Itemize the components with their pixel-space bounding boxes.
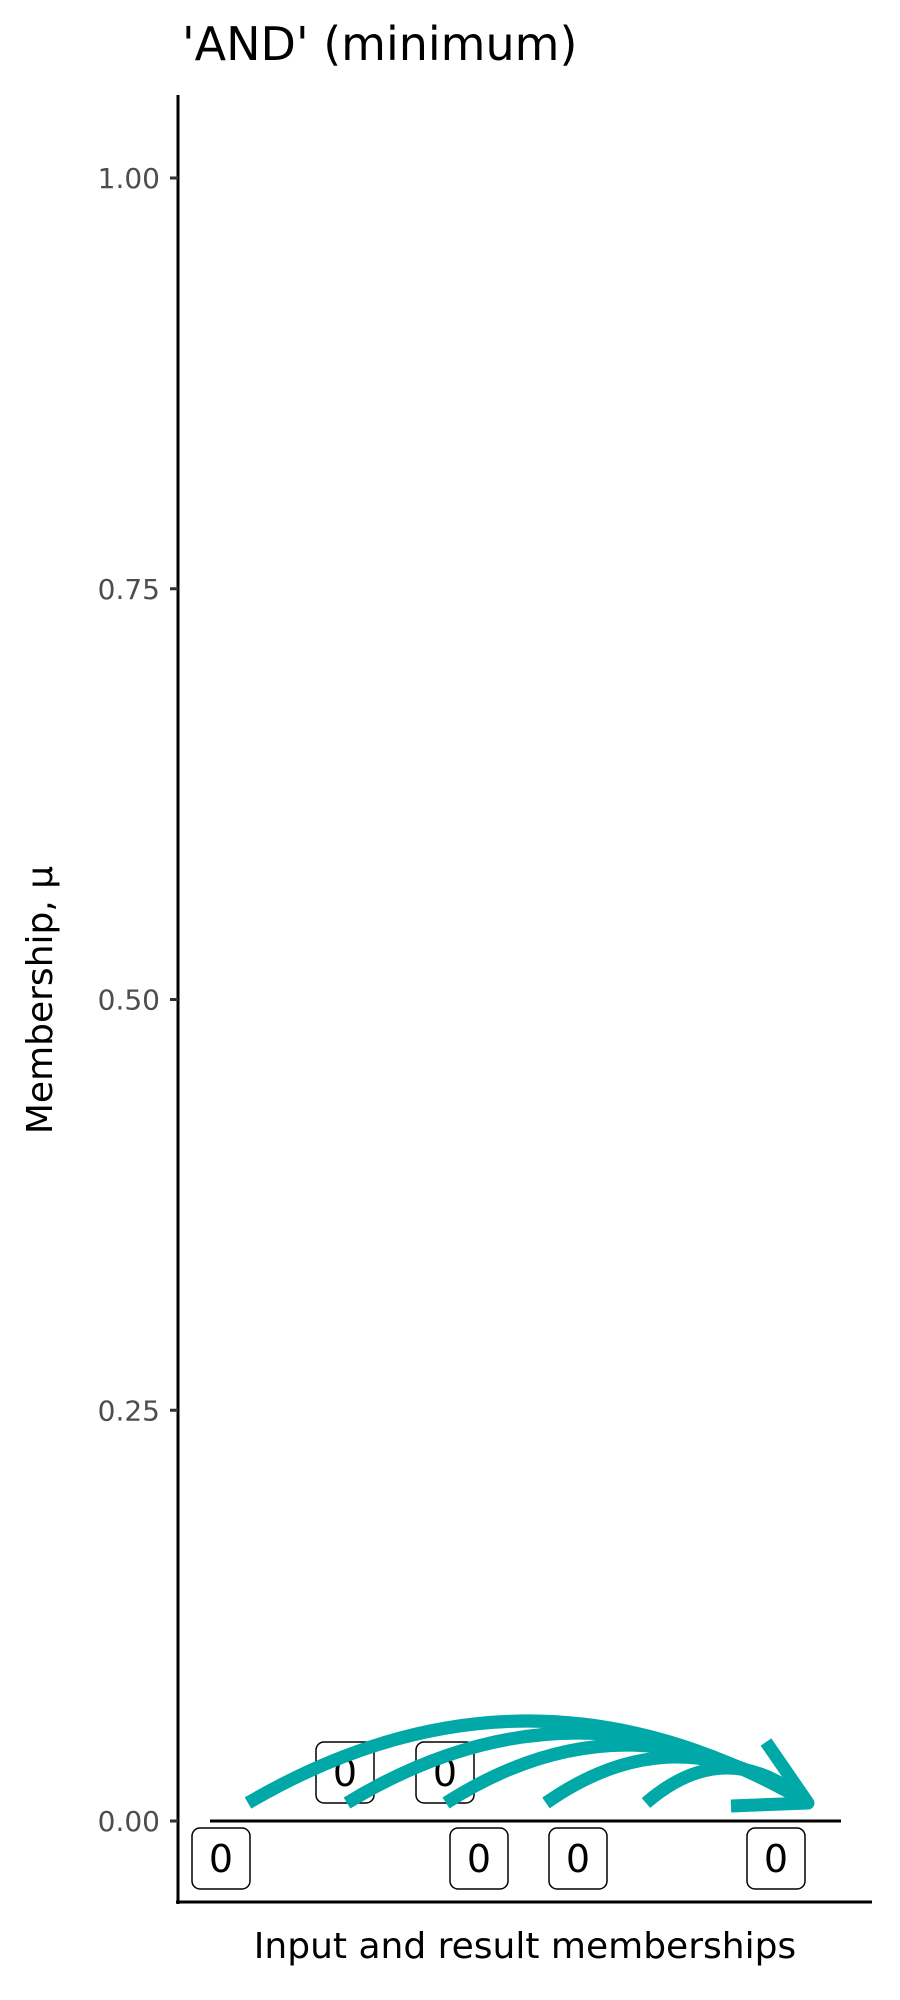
y-tick-label: 0.25 <box>98 1394 160 1427</box>
result-label-box <box>746 1827 806 1890</box>
y-tick-label: 0.00 <box>98 1805 160 1838</box>
y-axis-title: Membership, μ <box>20 866 61 1134</box>
input-label-box <box>548 1827 608 1890</box>
x-axis-title: Input and result memberships <box>254 1926 796 1967</box>
input-label: 0 <box>209 1837 233 1881</box>
input-label: 0 <box>566 1837 590 1881</box>
chart-title: 'AND' (minimum) <box>182 17 577 71</box>
membership-arrow <box>641 1761 813 1808</box>
input-label: 0 <box>467 1837 491 1881</box>
y-tick-label: 1.00 <box>98 162 160 195</box>
input-label-box <box>449 1827 509 1890</box>
arrowhead <box>730 1738 815 1813</box>
input-label-box <box>191 1827 251 1890</box>
result-label: 0 <box>764 1837 788 1881</box>
y-tick-label: 0.50 <box>98 984 160 1017</box>
y-tick-label: 0.75 <box>98 573 160 606</box>
